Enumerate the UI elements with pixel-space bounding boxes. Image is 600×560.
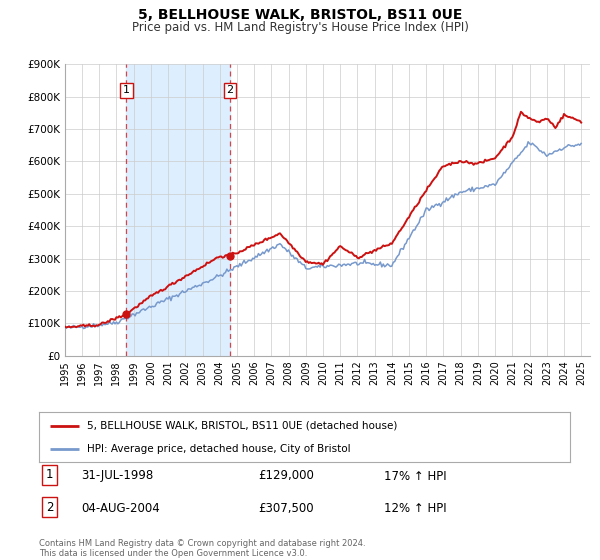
Text: 2: 2 xyxy=(226,85,233,95)
Text: 31-JUL-1998: 31-JUL-1998 xyxy=(81,469,153,483)
Text: Price paid vs. HM Land Registry's House Price Index (HPI): Price paid vs. HM Land Registry's House … xyxy=(131,21,469,34)
Text: £307,500: £307,500 xyxy=(258,502,314,515)
Text: 04-AUG-2004: 04-AUG-2004 xyxy=(81,502,160,515)
Text: 5, BELLHOUSE WALK, BRISTOL, BS11 0UE (detached house): 5, BELLHOUSE WALK, BRISTOL, BS11 0UE (de… xyxy=(87,421,397,431)
Text: 12% ↑ HPI: 12% ↑ HPI xyxy=(384,502,446,515)
Text: 1: 1 xyxy=(46,468,53,482)
Text: 2: 2 xyxy=(46,501,53,514)
Text: Contains HM Land Registry data © Crown copyright and database right 2024.
This d: Contains HM Land Registry data © Crown c… xyxy=(39,539,365,558)
Text: £129,000: £129,000 xyxy=(258,469,314,483)
Text: 5, BELLHOUSE WALK, BRISTOL, BS11 0UE: 5, BELLHOUSE WALK, BRISTOL, BS11 0UE xyxy=(138,8,462,22)
Bar xyxy=(127,64,230,356)
Text: 1: 1 xyxy=(123,85,130,95)
Text: 17% ↑ HPI: 17% ↑ HPI xyxy=(384,469,446,483)
Text: HPI: Average price, detached house, City of Bristol: HPI: Average price, detached house, City… xyxy=(87,445,350,454)
